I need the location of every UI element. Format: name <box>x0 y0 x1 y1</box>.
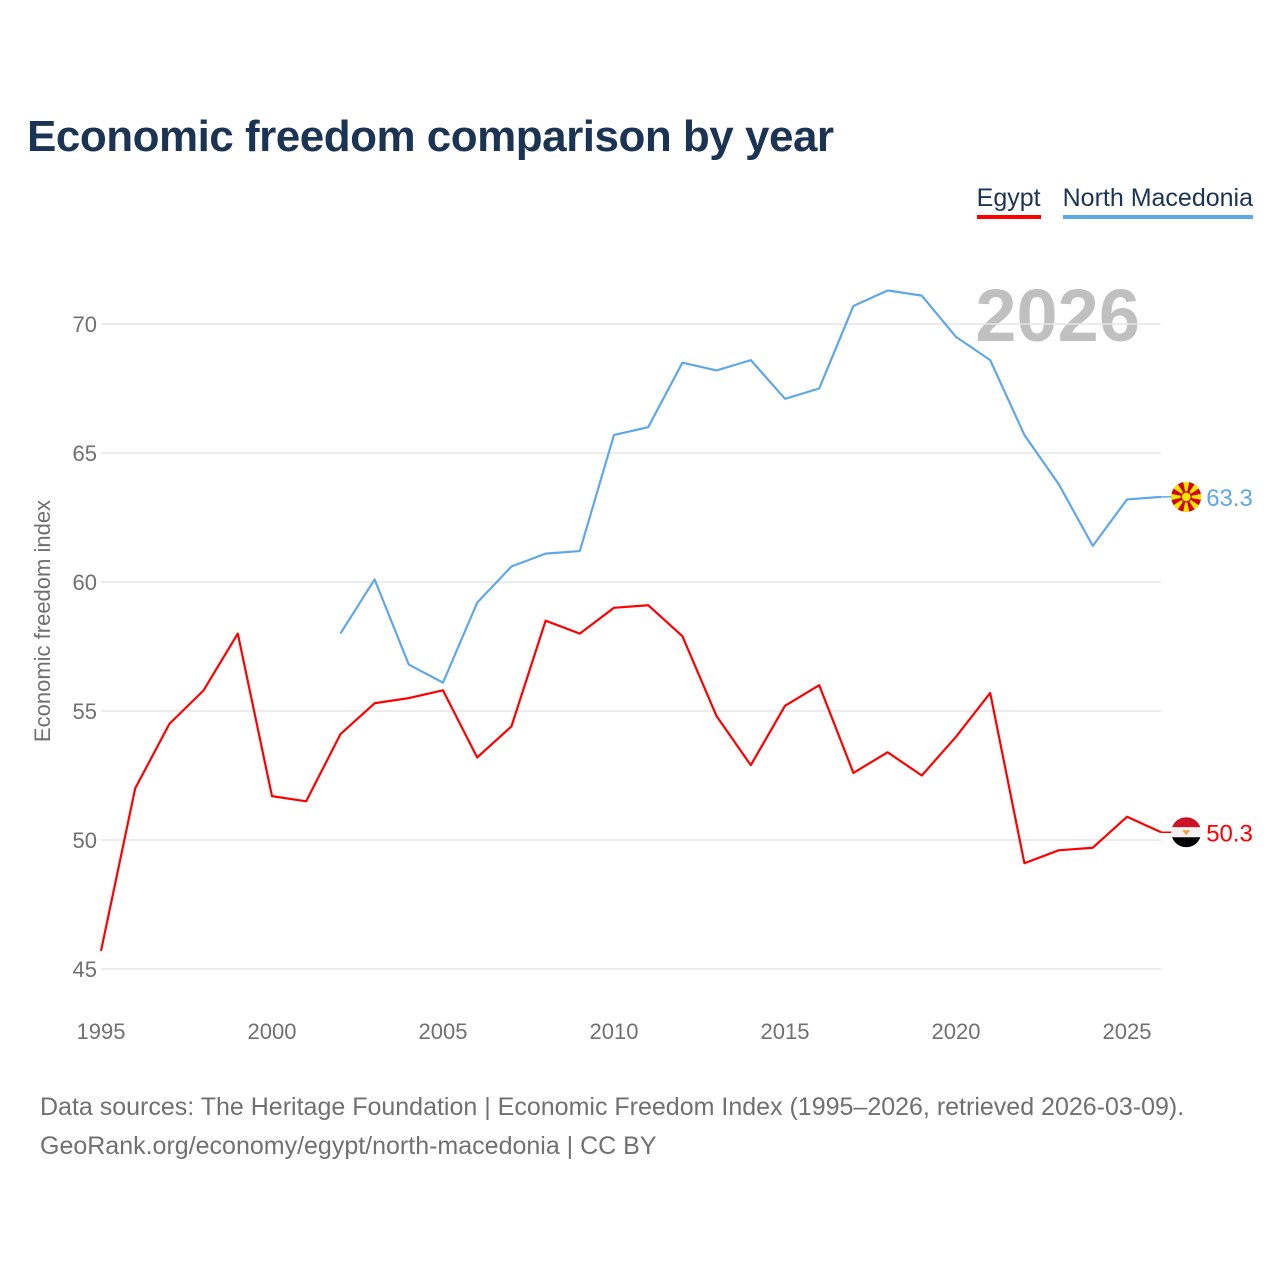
y-tick-label: 70 <box>73 312 97 337</box>
y-tick-label: 60 <box>73 570 97 595</box>
legend-item-north-macedonia[interactable]: North Macedonia <box>1062 184 1253 219</box>
chart-title: Economic freedom comparison by year <box>27 112 834 161</box>
end-value-label: 50.3 <box>1206 820 1253 847</box>
x-tick-label: 2015 <box>761 1019 810 1044</box>
source-link[interactable]: GeoRank.org/economy/egypt/north-macedoni… <box>40 1132 657 1160</box>
series-line-egypt <box>99 604 1162 952</box>
y-tick-label: 65 <box>73 441 97 466</box>
x-tick-label: 2005 <box>419 1019 468 1044</box>
plot-area: 2026 Economic freedom index 45 50 55 60 65 70… <box>30 274 1253 1044</box>
x-tick-label: 2000 <box>248 1019 297 1044</box>
end-value-label: 63.3 <box>1206 485 1253 512</box>
legend: Egypt North Macedonia <box>976 184 1253 219</box>
x-tick-label: 2010 <box>590 1019 639 1044</box>
x-tick-label: 2025 <box>1103 1019 1152 1044</box>
x-tick-label: 1995 <box>77 1019 126 1044</box>
legend-item-egypt[interactable]: Egypt <box>976 184 1041 219</box>
year-watermark: 2026 <box>975 274 1140 357</box>
data-source-text: Data sources: The Heritage Foundation | … <box>40 1093 1185 1121</box>
north-macedonia-flag-icon <box>1171 481 1202 512</box>
x-tick-label: 2020 <box>932 1019 981 1044</box>
y-tick-label: 55 <box>73 699 97 724</box>
y-axis-label: Economic freedom index <box>30 500 55 742</box>
y-tick-label: 45 <box>73 957 97 982</box>
footer: Data sources: The Heritage Foundation | … <box>40 1088 1184 1166</box>
series-line-north-macedonia <box>339 289 1162 684</box>
egypt-flag-icon <box>1171 817 1202 848</box>
y-tick-label: 50 <box>73 828 97 853</box>
